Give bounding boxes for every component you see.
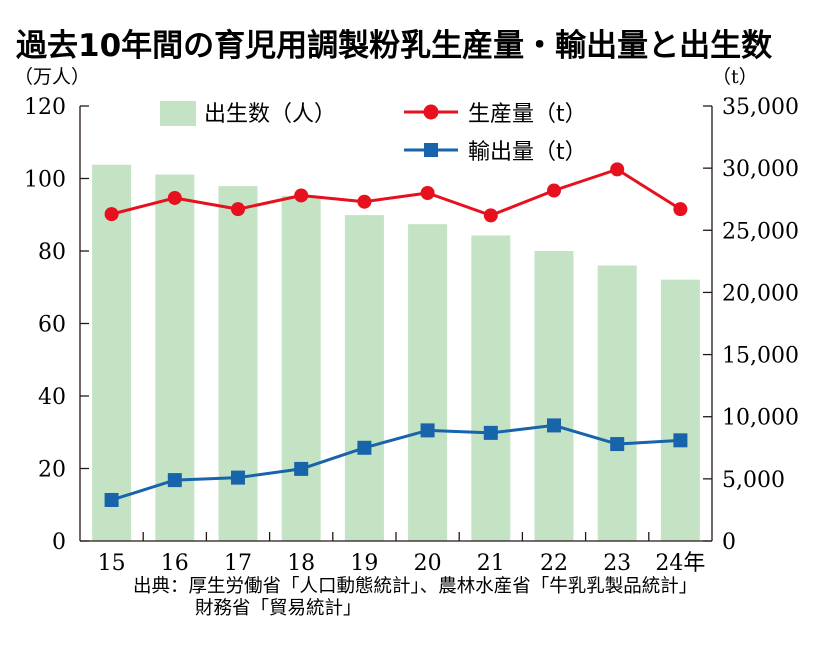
- exports-point: [610, 437, 625, 452]
- legend-exports-marker: [424, 143, 438, 157]
- production-point: [294, 188, 309, 203]
- right-axis-ticks: 0 5,000 10,000 15,000 20,000 25,000 30,000 35,0…: [703, 95, 799, 555]
- x-tick-label: 22: [540, 551, 568, 576]
- births-bar: [471, 235, 511, 541]
- right-tick-label: 30,000: [722, 157, 799, 182]
- exports-point: [547, 418, 561, 433]
- exports-point: [673, 433, 688, 448]
- births-bar: [92, 164, 132, 541]
- left-tick-label: 120: [24, 95, 66, 120]
- left-tick-label: 100: [24, 168, 66, 193]
- legend-production-marker: [423, 104, 439, 120]
- right-tick-label: 5,000: [722, 468, 785, 493]
- left-axis-ticks: 0 20 40 60 80 100 120: [24, 95, 89, 555]
- right-tick-label: 10,000: [722, 406, 799, 431]
- right-tick-label: 0: [722, 530, 736, 555]
- exports-line: [111, 423, 681, 502]
- x-tick-label: 24年: [655, 551, 705, 576]
- x-tick-label: 21: [477, 551, 505, 576]
- left-tick-label: 80: [38, 240, 66, 265]
- production-point: [357, 194, 372, 209]
- production-point: [673, 202, 688, 217]
- x-tick-label: 19: [350, 551, 378, 576]
- births-bar: [597, 265, 637, 541]
- births-bar: [408, 224, 448, 542]
- legend-exports-label: 輸出量（t）: [468, 140, 587, 165]
- right-tick-label: 25,000: [722, 219, 799, 244]
- left-tick-label: 0: [52, 530, 66, 555]
- production-point: [167, 190, 182, 205]
- legend-production-label: 生産量（t）: [468, 102, 587, 127]
- left-tick-label: 20: [38, 458, 66, 483]
- production-point: [231, 202, 245, 217]
- legend-births-swatch: [160, 101, 196, 126]
- production-point: [547, 183, 561, 198]
- x-tick-label: 23: [603, 551, 631, 576]
- production-line: [111, 167, 682, 217]
- exports-point: [420, 423, 435, 438]
- left-tick-label: 40: [38, 385, 66, 410]
- x-tick-label: 18: [287, 551, 315, 576]
- births-bars: [92, 164, 700, 542]
- left-axis-unit: （万人）: [14, 66, 90, 88]
- production-point: [420, 186, 435, 200]
- chart-title: 過去10年間の育児用調製粉乳生産量・輸出量と出生数: [16, 28, 772, 64]
- births-bar: [344, 215, 384, 542]
- exports-point: [483, 425, 498, 440]
- exports-point: [104, 492, 119, 507]
- legend: 出生数（人） 生産量（t） 輸出量（t）: [160, 101, 587, 165]
- births-bar: [218, 186, 258, 542]
- production-point: [483, 208, 498, 223]
- right-tick-label: 15,000: [722, 344, 799, 369]
- legend-births-label: 出生数（人）: [204, 102, 336, 127]
- births-bar: [281, 195, 321, 541]
- births-bar: [534, 251, 574, 541]
- x-axis-ticks: 15 16 17 18 19 20 21 22 23 24年: [98, 532, 705, 576]
- exports-point: [167, 473, 182, 488]
- source-line-2: 財務省「貿易統計」: [195, 598, 362, 619]
- births-bar: [660, 279, 700, 541]
- source-line-1: 出典：厚生労働省「人口動態統計」、農林水産省「牛乳乳製品統計」: [133, 576, 697, 597]
- exports-point: [294, 461, 309, 476]
- right-tick-label: 20,000: [722, 281, 799, 306]
- exports-point: [357, 440, 372, 455]
- exports-point: [231, 470, 245, 485]
- left-tick-label: 60: [38, 313, 66, 338]
- x-tick-label: 17: [224, 551, 252, 576]
- production-point: [104, 207, 119, 222]
- x-tick-label: 20: [414, 551, 442, 576]
- x-tick-label: 16: [161, 551, 189, 576]
- line-series: [104, 162, 688, 507]
- x-tick-label: 15: [98, 551, 126, 576]
- production-point: [610, 162, 625, 177]
- right-tick-label: 35,000: [722, 95, 799, 120]
- right-axis-unit: （t）: [712, 66, 758, 88]
